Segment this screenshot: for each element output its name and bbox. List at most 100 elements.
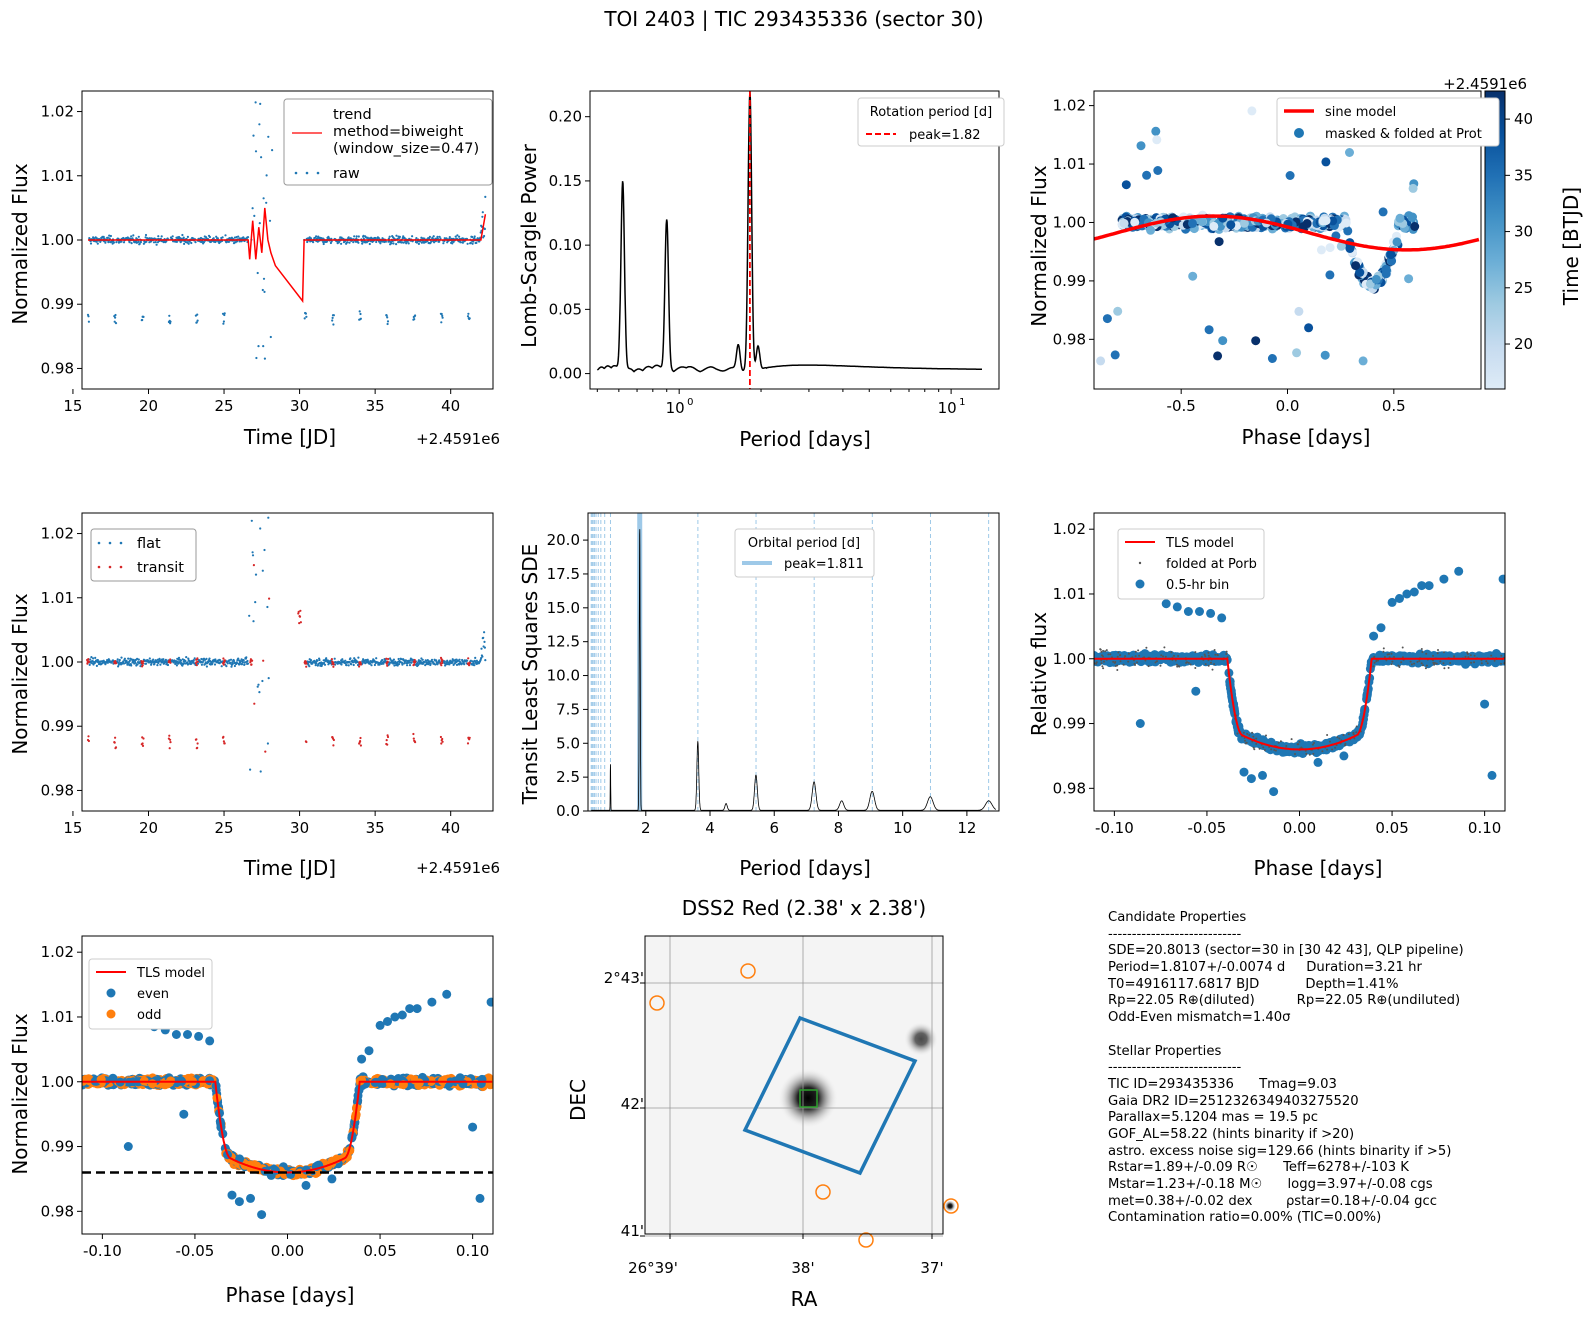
raw-point (186, 235, 189, 238)
transit-point (169, 741, 172, 744)
folded-point (1466, 652, 1469, 655)
raw-point (359, 317, 362, 320)
flat-point (400, 661, 404, 665)
even-point (458, 1079, 468, 1089)
flat-point (473, 664, 476, 667)
p8-title: DSS2 Red (2.38' x 2.38') (682, 896, 926, 920)
raw-point (330, 240, 333, 243)
flat-point (122, 662, 126, 665)
outlier-point (1152, 135, 1162, 145)
folded-point (1194, 667, 1197, 669)
transit-point (195, 738, 198, 741)
folded-point (1274, 749, 1277, 752)
y-tick-label: 15.0 (547, 599, 580, 617)
outlier-point (1439, 574, 1449, 584)
transit-point (195, 664, 198, 667)
folded-point (1331, 748, 1334, 751)
raw-point (139, 241, 142, 244)
transit-point (222, 740, 225, 743)
raw-point (475, 241, 478, 244)
figure-title: TOI 2403 | TIC 293435336 (sector 30) (603, 7, 983, 31)
folded-point (1311, 743, 1314, 746)
flat-point (237, 657, 240, 660)
outlier-point (1313, 757, 1323, 767)
outlier-point (1376, 623, 1386, 633)
outlier-point (1454, 566, 1464, 576)
p8-xtick-1: 38' (791, 1259, 814, 1277)
folded-point (1102, 655, 1104, 658)
neighbor-star (904, 1022, 938, 1056)
transit-point (386, 664, 389, 667)
folded-point (1127, 660, 1130, 663)
folded-point (1156, 660, 1158, 663)
folded-point (1469, 654, 1472, 657)
folded-point (1100, 662, 1103, 665)
raw-point (115, 241, 118, 244)
p4-legend-flat: flat (137, 536, 161, 552)
folded-point (1107, 653, 1110, 656)
raw-point (461, 241, 464, 244)
flat-point (426, 659, 429, 662)
outlier-point (1402, 589, 1412, 599)
transit-point (468, 662, 471, 665)
p2-axes-frame (589, 90, 1000, 390)
stellar-line: astro. excess noise sig=129.66 (hints bi… (1108, 1143, 1452, 1159)
flat-point (116, 658, 119, 661)
folded-point (1173, 654, 1175, 657)
outlier-point (1195, 607, 1204, 616)
outlier-point (1304, 323, 1314, 333)
folded-point (1420, 648, 1423, 650)
outlier-point (257, 1210, 267, 1220)
x-tick-label: -0.05 (1188, 819, 1227, 837)
flat-point (120, 656, 123, 659)
raw-point (430, 240, 433, 243)
x-tick-label: 35 (366, 819, 385, 837)
trend-line (88, 207, 487, 304)
flat-point (344, 659, 347, 662)
outlier-point (1294, 306, 1304, 316)
flat-point (192, 659, 195, 662)
folded-point (1391, 660, 1394, 663)
folded-point (1207, 651, 1210, 654)
outlier-point (1191, 686, 1201, 696)
raw-point (102, 235, 105, 238)
transit-point (299, 609, 302, 612)
transit-point (87, 735, 90, 738)
folded-point (1255, 742, 1258, 745)
p8-xlabel: RA (791, 1287, 818, 1311)
outlier-point (442, 989, 452, 999)
raw-point (358, 310, 361, 313)
y-tick-label: 1.01 (41, 1008, 74, 1026)
outlier-point (1285, 171, 1295, 180)
folded-point (1397, 664, 1400, 667)
outlier-point (1408, 183, 1418, 193)
flat-point (117, 665, 120, 668)
raw-point (128, 241, 131, 244)
folded-point (1189, 663, 1192, 666)
folded-point (1386, 653, 1389, 656)
flat-point (481, 655, 484, 658)
p5-axes-frame (587, 512, 1000, 812)
flat-point (483, 646, 486, 649)
folded-point (1312, 752, 1315, 755)
folded-point (1449, 662, 1452, 664)
folded-point (1342, 734, 1345, 737)
folded-point (1277, 741, 1280, 744)
folded-point (1119, 660, 1122, 663)
folded-point (1134, 650, 1137, 653)
flat-point (352, 661, 355, 664)
x-tick-label: 25 (214, 397, 233, 415)
flat-point (392, 658, 395, 661)
p6-ylabel: Relative flux (1027, 612, 1051, 736)
p1-axes: 15 20 25 30 35 400.980.991.001.011.02 (41, 90, 494, 415)
flat-point (127, 657, 130, 660)
stellar-line: Parallax=5.1204 mas = 19.5 pc (1108, 1110, 1318, 1126)
y-tick-label: 0.98 (1053, 330, 1086, 348)
y-tick-label: 1.02 (1053, 520, 1086, 538)
properties-panel: Candidate Properties -------------------… (1108, 910, 1578, 1227)
folded-point (1225, 653, 1228, 655)
folded-point (1258, 747, 1261, 750)
outlier-point (1246, 774, 1256, 784)
